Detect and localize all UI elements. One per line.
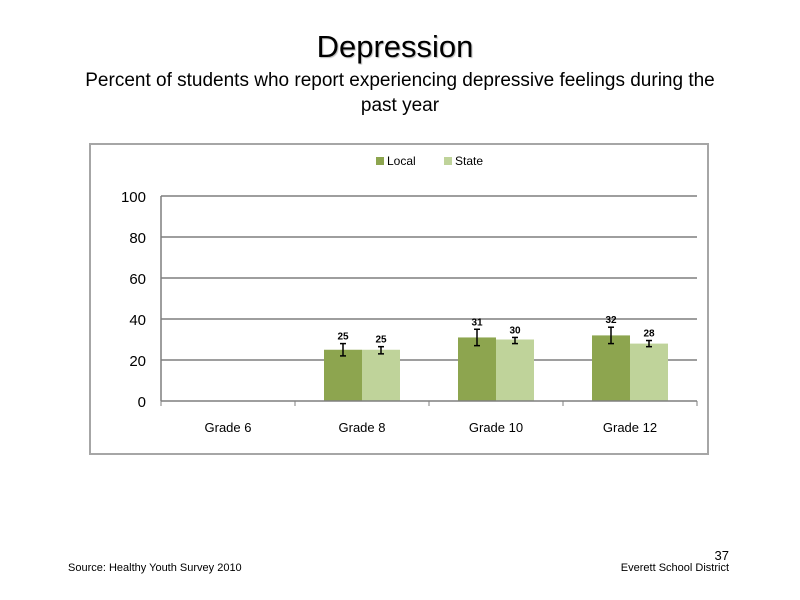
bar-local-grade-12 (592, 335, 630, 401)
legend-label-local: Local (387, 154, 416, 168)
x-tick-label-grade-8: Grade 8 (339, 420, 386, 435)
error-bar-state-grade-12 (646, 339, 652, 348)
chart-legend: Local State (376, 154, 483, 168)
bar-state-grade-10 (496, 339, 534, 401)
data-label-state-grade-12: 28 (643, 329, 655, 340)
legend-label-state: State (455, 154, 483, 168)
slide-subtitle: Percent of students who report experienc… (85, 70, 715, 116)
chart-data-labels: 25 31 32 25 30 28 (337, 315, 655, 345)
y-tick-label-60: 60 (129, 271, 146, 288)
legend-item-local: Local (376, 154, 416, 168)
chart-axes: 0 20 40 60 80 100 Grade 6 Grade 8 Grade 10 Grade … (121, 189, 698, 435)
y-tick-label-80: 80 (129, 230, 146, 247)
page-number: 37 (714, 548, 729, 563)
legend-swatch-state (444, 157, 452, 165)
data-label-local-grade-12: 32 (605, 315, 617, 326)
bar-local-grade-10 (458, 337, 496, 401)
bar-local-grade-8 (324, 349, 362, 401)
slide-title: Depression (316, 29, 474, 64)
error-bar-local-grade-10 (474, 328, 480, 347)
legend-swatch-local (376, 157, 384, 165)
chart-frame: Local State 25 31 32 25 30 28 0 20 40 60 80 100 Grad… (89, 143, 709, 455)
x-tick-label-grade-12: Grade 12 (603, 420, 657, 435)
legend-item-state: State (444, 154, 483, 168)
y-tick-label-0: 0 (138, 394, 146, 411)
y-tick-label-20: 20 (129, 353, 146, 370)
data-label-state-grade-8: 25 (375, 335, 387, 346)
source-note: Source: Healthy Youth Survey 2010 (68, 562, 242, 574)
y-tick-label-40: 40 (129, 312, 146, 329)
chart-bars (324, 335, 668, 401)
bar-chart: Local State 25 31 32 25 30 28 0 20 40 60 80 100 Grad… (121, 154, 698, 435)
error-bar-local-grade-8 (340, 342, 346, 357)
district-name: Everett School District (620, 562, 729, 574)
error-bar-local-grade-12 (608, 326, 614, 345)
error-bar-state-grade-8 (378, 345, 384, 355)
chart-error-bars (340, 326, 652, 357)
x-tick-label-grade-6: Grade 6 (205, 420, 252, 435)
error-bar-state-grade-10 (512, 336, 518, 345)
bar-state-grade-12 (630, 343, 668, 401)
data-label-local-grade-8: 25 (337, 332, 349, 343)
data-label-state-grade-10: 30 (509, 325, 521, 336)
data-label-local-grade-10: 31 (471, 317, 483, 328)
bar-state-grade-8 (362, 349, 400, 401)
x-tick-label-grade-10: Grade 10 (469, 420, 523, 435)
y-tick-label-100: 100 (121, 189, 146, 206)
